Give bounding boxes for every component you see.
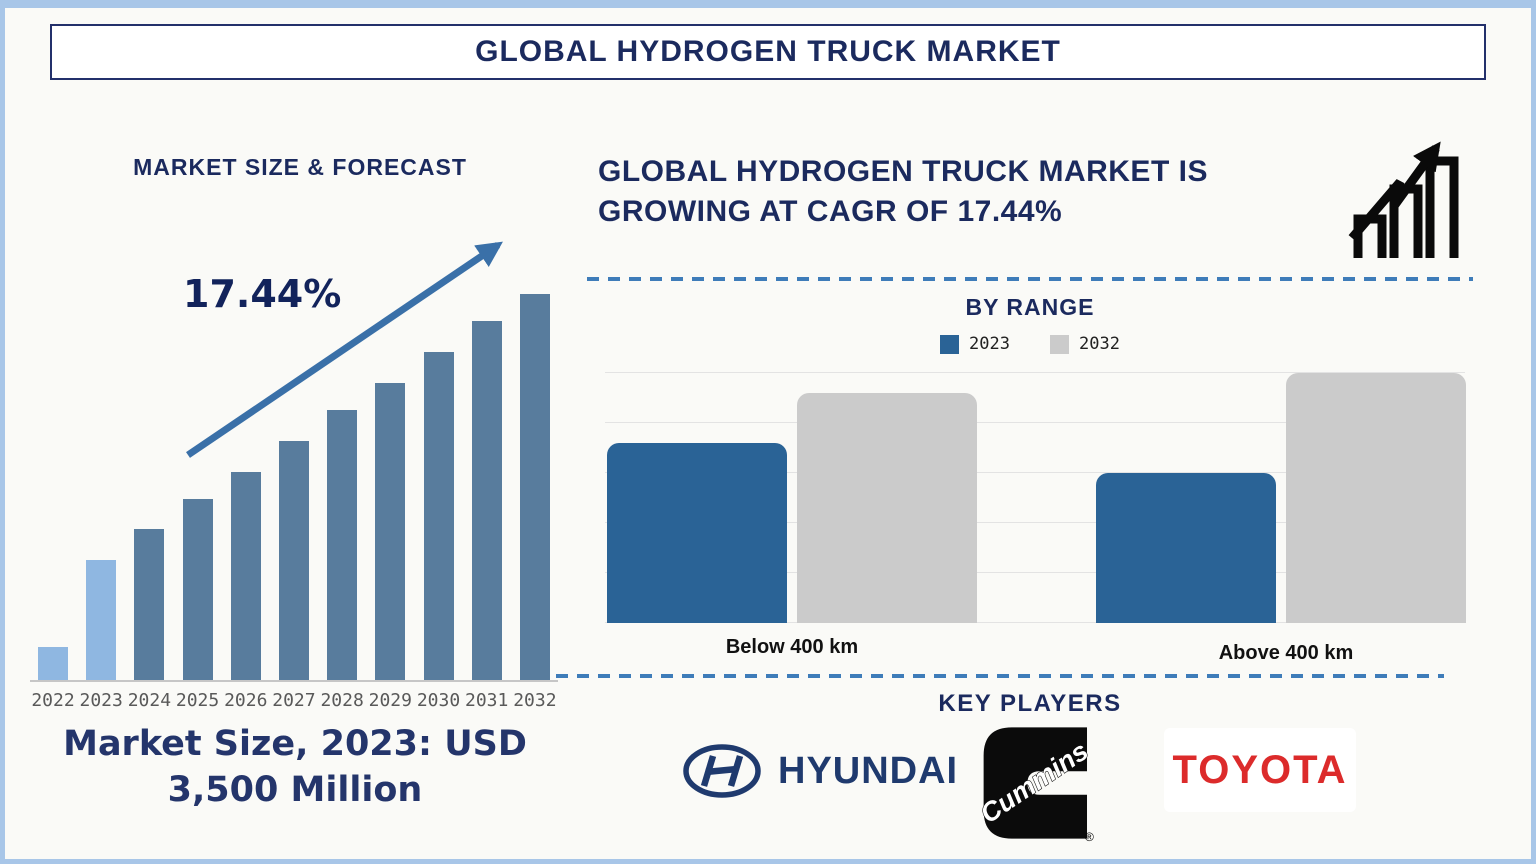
bar-column-2025 xyxy=(175,280,221,680)
by-range-legend: 2023 2032 xyxy=(587,334,1473,354)
legend-item-2023: 2023 xyxy=(940,334,1010,354)
bar-column-2024 xyxy=(126,280,172,680)
bar-below-400-km-2023 xyxy=(607,443,787,623)
bar-above-400-km-2023 xyxy=(1096,473,1276,623)
bar-column-2030 xyxy=(416,280,462,680)
x-tick-2022: 2022 xyxy=(31,690,75,711)
x-tick-2028: 2028 xyxy=(320,690,364,711)
x-tick-2031: 2031 xyxy=(465,690,509,711)
right-heading: GLOBAL HYDROGEN TRUCK MARKET IS GROWING … xyxy=(598,152,1378,231)
bar-column-2027 xyxy=(271,280,317,680)
page-title: GLOBAL HYDROGEN TRUCK MARKET xyxy=(475,35,1061,68)
growth-trend-arrow xyxy=(186,241,503,458)
category-label-above-400-km: Above 400 km xyxy=(1218,642,1354,664)
bar-2024 xyxy=(134,529,165,680)
toyota-logo: TOYOTA xyxy=(1164,728,1356,812)
bar-column-2028 xyxy=(319,280,365,680)
x-tick-2027: 2027 xyxy=(272,690,316,711)
bar-column-2032 xyxy=(512,280,558,680)
legend-label-2023: 2023 xyxy=(969,334,1010,354)
growth-chart-icon xyxy=(1348,141,1459,258)
x-tick-2023: 2023 xyxy=(79,690,123,711)
legend-item-2032: 2032 xyxy=(1050,334,1120,354)
bar-2032 xyxy=(519,294,550,680)
hyundai-wordmark: HYUNDAI xyxy=(778,749,959,792)
market-size-caption: Market Size, 2023: USD 3,500 Million xyxy=(63,724,527,810)
x-tick-2029: 2029 xyxy=(368,690,412,711)
x-tick-2030: 2030 xyxy=(416,690,461,711)
bar-2022 xyxy=(38,647,68,680)
x-tick-2032: 2032 xyxy=(513,690,557,711)
legend-label-2032: 2032 xyxy=(1079,334,1120,354)
bar-column-2022 xyxy=(30,280,76,680)
dashed-separator-top xyxy=(587,277,1473,281)
right-heading-line2: GROWING AT CAGR OF 17.44% xyxy=(598,194,1063,228)
bar-2023 xyxy=(86,560,117,680)
bar-2029 xyxy=(375,382,406,680)
bar-above-400-km-2032 xyxy=(1286,373,1466,623)
hyundai-logo: HYUNDAI xyxy=(680,742,958,800)
bar-2031 xyxy=(471,321,502,680)
bar-column-2023 xyxy=(78,280,124,680)
cummins-logo: Cummins ® xyxy=(978,727,1094,842)
bar-below-400-km-2032 xyxy=(797,393,977,623)
key-players-title: KEY PLAYERS xyxy=(938,690,1122,717)
market-size-forecast-heading: MARKET SIZE & FORECAST xyxy=(133,154,467,180)
market-size-forecast-x-axis: 2022 2023 2024 2025 2026 2027 2028 2029 2030 2031… xyxy=(30,690,558,711)
bar-2030 xyxy=(423,351,454,680)
bar-column-2031 xyxy=(464,280,510,680)
cummins-registered-mark: ® xyxy=(1085,830,1094,842)
category-label-below-400-km: Below 400 km xyxy=(725,636,859,658)
market-size-forecast-chart xyxy=(30,280,558,682)
legend-swatch-2032 xyxy=(1050,334,1069,354)
by-range-chart xyxy=(605,372,1466,623)
bar-2025 xyxy=(182,498,213,680)
title-box: GLOBAL HYDROGEN TRUCK MARKET xyxy=(50,24,1486,80)
dashed-separator-bottom xyxy=(556,674,1444,678)
hyundai-emblem-icon xyxy=(683,744,761,798)
bar-2026 xyxy=(230,471,261,680)
bar-column-2026 xyxy=(223,280,269,680)
bar-2028 xyxy=(327,409,358,680)
bar-2027 xyxy=(278,440,309,680)
bar-column-2029 xyxy=(367,280,413,680)
x-tick-2024: 2024 xyxy=(127,690,172,711)
cagr-annotation: 17.44% xyxy=(183,272,342,316)
legend-swatch-2023 xyxy=(940,334,960,354)
by-range-title: BY RANGE xyxy=(965,294,1095,320)
x-tick-2025: 2025 xyxy=(175,690,220,711)
x-tick-2026: 2026 xyxy=(224,690,268,711)
toyota-wordmark: TOYOTA xyxy=(1172,747,1348,792)
right-heading-line1: GLOBAL HYDROGEN TRUCK MARKET IS xyxy=(598,155,1208,188)
